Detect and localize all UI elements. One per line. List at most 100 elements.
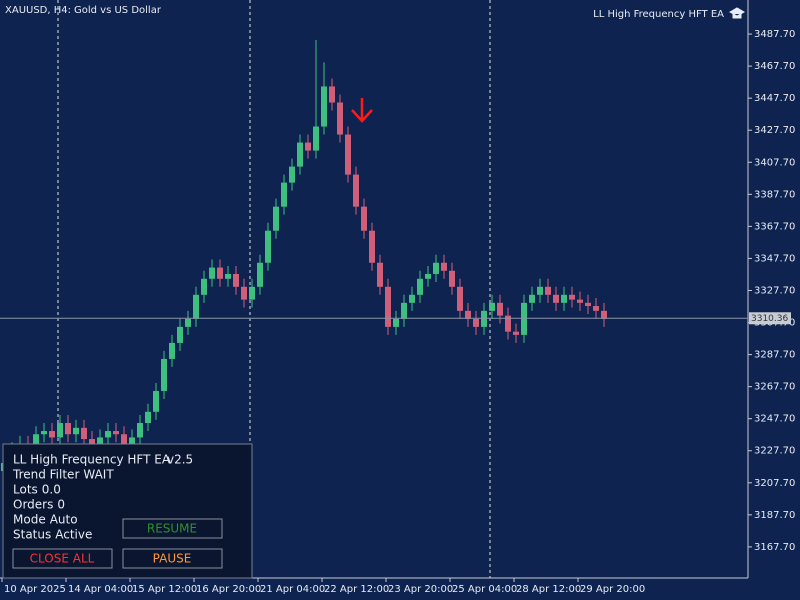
candle-body xyxy=(473,318,479,327)
x-tick-label: 28 Apr 12:00 xyxy=(516,584,581,595)
candle-body xyxy=(529,294,535,303)
x-tick-label: 14 Apr 04:00 xyxy=(68,584,133,595)
symbol: XAUUSD, H4: xyxy=(5,5,71,16)
y-tick-label: 3467.70 xyxy=(754,61,795,72)
candle-body xyxy=(337,102,343,135)
y-tick-label: 3427.70 xyxy=(754,125,795,136)
candle-body xyxy=(201,278,207,295)
candle-body xyxy=(225,273,231,279)
candle-body xyxy=(57,423,63,438)
pause-button[interactable] xyxy=(122,548,223,569)
candle-body xyxy=(145,411,151,424)
panel-row-label: Orders xyxy=(13,498,53,512)
resume-label[interactable]: RESUME xyxy=(147,522,197,536)
candle-body xyxy=(553,294,559,303)
close-all-button[interactable] xyxy=(12,548,113,569)
candle-body xyxy=(129,437,135,444)
candle-body xyxy=(401,302,407,319)
candle-body xyxy=(369,230,375,263)
y-tick-label: 3367.70 xyxy=(754,221,795,232)
panel-row-label: Status xyxy=(13,528,51,542)
candle-body xyxy=(313,126,319,151)
candle-body xyxy=(161,358,167,391)
candle-body xyxy=(233,273,239,287)
candle-body xyxy=(257,262,263,287)
candle-body xyxy=(289,166,295,183)
candle-body xyxy=(441,262,447,271)
candle-body xyxy=(121,434,127,444)
candle-body xyxy=(217,267,223,279)
candle-body xyxy=(305,142,311,151)
candle-body xyxy=(185,318,191,327)
close-all-label[interactable]: CLOSE ALL xyxy=(30,552,95,566)
candle-body xyxy=(417,278,423,295)
candle-body xyxy=(465,310,471,319)
candle-body xyxy=(65,423,71,435)
candle-body xyxy=(97,437,103,448)
candle-body xyxy=(393,318,399,327)
candle-body xyxy=(177,326,183,343)
panel-row-label: Trend Filter xyxy=(12,468,79,482)
candle-body xyxy=(377,262,383,287)
candle-body xyxy=(585,302,591,307)
y-tick-label: 3247.70 xyxy=(754,414,795,425)
candle-body xyxy=(353,174,359,207)
candle-body xyxy=(113,431,119,435)
candle-body xyxy=(409,294,415,303)
x-tick-label: 23 Apr 20:00 xyxy=(388,584,453,595)
panel-row-label: Mode xyxy=(13,513,46,527)
current-price-box xyxy=(749,312,791,325)
candle-body xyxy=(209,267,215,279)
candle-body xyxy=(385,286,391,327)
candle-body xyxy=(321,86,327,127)
candle-body xyxy=(89,439,95,448)
candle-body xyxy=(81,427,87,440)
candle-body xyxy=(329,86,335,103)
y-tick-label: 3207.70 xyxy=(754,478,795,489)
candle-body xyxy=(49,431,55,438)
candle-body xyxy=(41,431,47,435)
y-tick-label: 3167.70 xyxy=(754,542,795,553)
panel-row-value: Auto xyxy=(50,513,78,527)
candle-body xyxy=(169,342,175,359)
candle-body xyxy=(521,302,527,335)
resume-button[interactable] xyxy=(122,518,223,539)
candle-body xyxy=(345,134,351,175)
panel-row-label: Lots xyxy=(13,483,38,497)
panel-version: v2.5 xyxy=(167,453,193,467)
candle-body xyxy=(137,423,143,438)
panel-row-value: Active xyxy=(55,528,92,542)
candle-body xyxy=(433,262,439,274)
candle-body xyxy=(537,286,543,295)
panel-row-value: WAIT xyxy=(83,468,114,482)
candle-body xyxy=(593,306,599,311)
candle-body xyxy=(449,270,455,287)
candle-body xyxy=(577,299,583,303)
y-tick-label: 3447.70 xyxy=(754,93,795,104)
x-tick-label: 29 Apr 20:00 xyxy=(580,584,645,595)
y-tick-label: 3487.70 xyxy=(754,29,795,40)
candle-body xyxy=(153,390,159,412)
candle-body xyxy=(569,294,575,300)
candle-body xyxy=(513,331,519,335)
candle-body xyxy=(193,294,199,319)
candle-body xyxy=(241,286,247,300)
x-tick-label: 25 Apr 04:00 xyxy=(452,584,517,595)
candle-body xyxy=(457,286,463,311)
candle-body xyxy=(425,273,431,279)
candle-body xyxy=(489,302,495,311)
candle-body xyxy=(601,310,607,319)
candle-body xyxy=(545,286,551,295)
candle-body xyxy=(73,427,79,435)
pause-label[interactable]: PAUSE xyxy=(153,552,192,566)
candle-body xyxy=(281,182,287,207)
symbol-description: Gold vs US Dollar xyxy=(74,5,162,16)
candle-body xyxy=(497,302,503,316)
candle-body xyxy=(561,294,567,303)
x-tick-label: 22 Apr 12:00 xyxy=(324,584,389,595)
x-tick-label: 15 Apr 12:00 xyxy=(132,584,197,595)
y-tick-label: 3187.70 xyxy=(754,510,795,521)
candle-body xyxy=(265,230,271,263)
x-tick-label: 10 Apr 2025 xyxy=(4,584,66,595)
